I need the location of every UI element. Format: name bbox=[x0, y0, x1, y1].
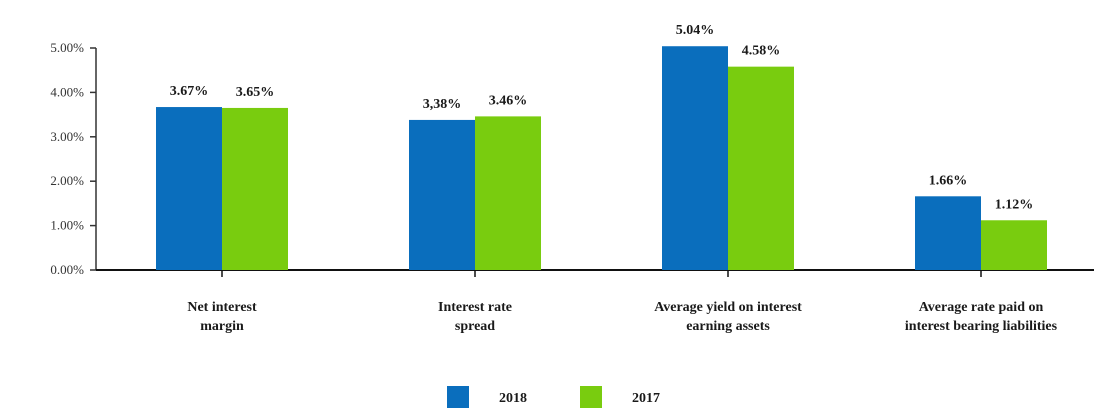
data-label-2018-3: 5.04% bbox=[676, 23, 715, 38]
category-label: Net interest bbox=[187, 300, 257, 315]
category-label: earning assets bbox=[686, 319, 770, 334]
y-tick-label: 1.00% bbox=[50, 218, 84, 233]
bar-2018-3 bbox=[662, 46, 728, 270]
legend-swatch-2018 bbox=[447, 386, 469, 408]
bar-2017-3 bbox=[728, 66, 794, 270]
category-label: spread bbox=[455, 319, 495, 334]
data-label-2017-1: 3.65% bbox=[236, 85, 275, 100]
bars bbox=[156, 46, 1047, 270]
legend: 2018 2017 bbox=[447, 386, 660, 408]
legend-label-2017: 2017 bbox=[632, 391, 660, 406]
category-label: Interest rate bbox=[438, 300, 512, 315]
data-label-2018-1: 3.67% bbox=[170, 84, 209, 99]
category-label: Average rate paid on bbox=[919, 300, 1044, 315]
category-label: interest bearing liabilities bbox=[905, 319, 1058, 334]
y-axis-ticks: 0.00% 1.00% 2.00% 3.00% 4.00% 5.00% bbox=[50, 40, 96, 277]
category-labels: Net interest margin Interest rate spread Ave… bbox=[187, 300, 1057, 334]
data-labels: 3.67% 3,38% 5.04% 1.66% 3.65% 3.46% 4.58% 1.12% bbox=[170, 23, 1034, 212]
bar-2017-4 bbox=[981, 220, 1047, 270]
data-label-2017-2: 3.46% bbox=[489, 93, 528, 108]
data-label-2017-4: 1.12% bbox=[995, 197, 1034, 212]
bar-2018-4 bbox=[915, 196, 981, 270]
y-tick-label: 2.00% bbox=[50, 173, 84, 188]
y-tick-label: 4.00% bbox=[50, 84, 84, 99]
bar-2017-2 bbox=[475, 116, 541, 270]
bar-2018-1 bbox=[156, 107, 222, 270]
y-tick-label: 5.00% bbox=[50, 40, 84, 55]
y-tick-label: 3.00% bbox=[50, 129, 84, 144]
data-label-2017-3: 4.58% bbox=[742, 44, 781, 59]
bar-2018-2 bbox=[409, 119, 475, 270]
legend-swatch-2017 bbox=[580, 386, 602, 408]
legend-label-2018: 2018 bbox=[499, 391, 527, 406]
data-label-2018-4: 1.66% bbox=[929, 173, 968, 188]
category-label: Average yield on interest bbox=[654, 300, 802, 315]
bar-2017-1 bbox=[222, 107, 288, 270]
data-label-2018-2: 3,38% bbox=[423, 97, 462, 112]
y-tick-label: 0.00% bbox=[50, 262, 84, 277]
category-label: margin bbox=[200, 319, 244, 334]
